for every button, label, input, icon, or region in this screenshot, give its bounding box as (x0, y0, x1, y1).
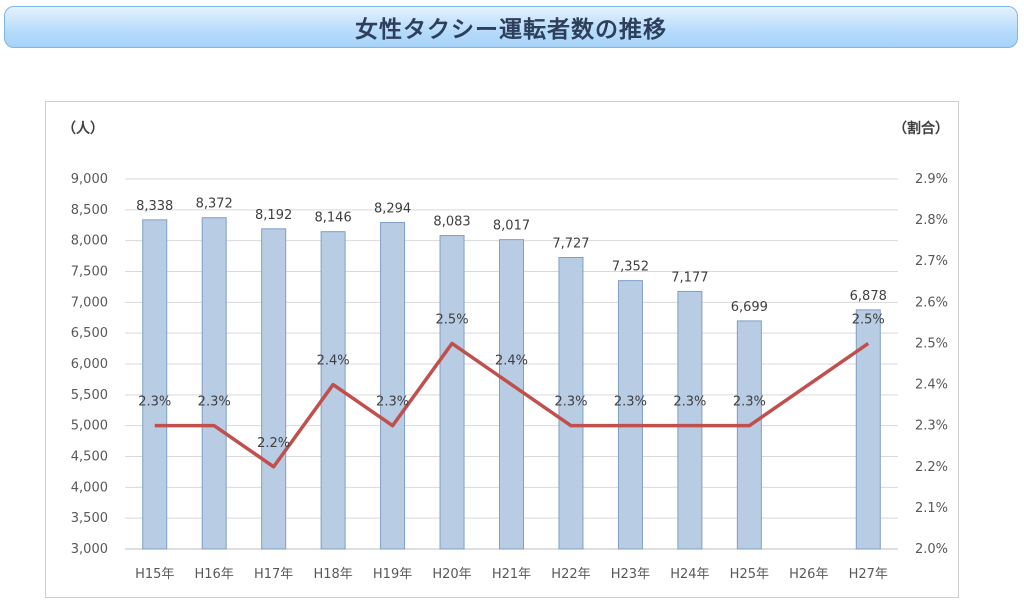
bar (677, 290, 703, 550)
bar (499, 239, 524, 550)
ratio-data-label: 2.3% (376, 395, 409, 410)
x-tick-label: H20年 (432, 567, 471, 582)
y2-tick-label: 2.2% (915, 460, 948, 475)
y-tick-label: 4,000 (71, 480, 108, 495)
y-tick-label: 5,500 (71, 388, 108, 403)
bar-data-label: 6,699 (731, 300, 768, 315)
y-axis-label: （人） (62, 120, 104, 137)
y2-tick-label: 2.7% (915, 254, 948, 269)
x-tick-label: H24年 (670, 567, 709, 582)
ratio-data-label: 2.3% (733, 395, 766, 410)
x-tick-label: H16年 (195, 567, 234, 582)
y2-tick-label: 2.1% (915, 501, 948, 516)
ratio-data-label: 2.4% (317, 354, 350, 369)
x-tick-label: H25年 (730, 567, 769, 582)
ratio-data-label: 2.4% (495, 354, 528, 369)
y-tick-label: 3,500 (71, 511, 108, 526)
y2-tick-label: 2.4% (915, 378, 948, 393)
bar (617, 280, 643, 550)
y2-tick-label: 2.5% (915, 336, 948, 351)
bar-data-label: 8,146 (315, 211, 352, 226)
page-title: 女性タクシー運転者数の推移 (355, 17, 667, 43)
y2-tick-label: 2.9% (915, 172, 948, 187)
bar (261, 228, 287, 550)
y-tick-label: 7,000 (71, 295, 108, 310)
y-tick-label: 6,000 (71, 357, 108, 372)
bar-data-label: 8,083 (433, 215, 470, 230)
ratio-line (154, 341, 870, 469)
bar-data-label: 8,192 (255, 208, 292, 223)
bar-data-label: 7,727 (552, 237, 589, 252)
y-tick-label: 6,500 (71, 326, 108, 341)
bar (855, 309, 881, 550)
y-tick-label: 8,000 (71, 234, 108, 249)
bar-data-label: 6,878 (850, 289, 887, 304)
x-tick-label: H22年 (551, 567, 590, 582)
y-tick-label: 4,500 (71, 450, 108, 465)
bar (142, 219, 168, 550)
y-tick-label: 3,000 (71, 542, 108, 557)
y2-tick-label: 2.3% (915, 419, 948, 434)
title-banner: 女性タクシー運転者数の推移 (4, 6, 1018, 48)
x-tick-label: H18年 (313, 567, 352, 582)
bar-data-label: 7,177 (671, 270, 708, 285)
x-tick-label: H27年 (849, 567, 888, 582)
bar (201, 217, 227, 550)
x-tick-label: H26年 (789, 567, 828, 582)
bar-data-label: 7,352 (612, 260, 649, 275)
x-tick-label: H15年 (135, 567, 174, 582)
y-tick-label: 9,000 (71, 172, 108, 187)
bar-data-label: 8,372 (196, 197, 233, 212)
bar-data-label: 8,294 (374, 202, 411, 217)
bar-data-label: 8,017 (493, 219, 530, 234)
ratio-data-label: 2.2% (257, 436, 290, 451)
ratio-data-label: 2.3% (614, 395, 647, 410)
y-tick-label: 8,500 (71, 203, 108, 218)
y2-tick-label: 2.6% (915, 295, 948, 310)
ratio-data-label: 2.5% (436, 312, 469, 327)
ratio-data-label: 2.3% (673, 395, 706, 410)
bar-data-label: 8,338 (136, 199, 173, 214)
y2-tick-label: 2.8% (915, 213, 948, 228)
x-tick-label: H19年 (373, 567, 412, 582)
y-tick-label: 7,500 (71, 265, 108, 280)
y2-axis-label: （割合） (893, 120, 949, 137)
y2-tick-label: 2.0% (915, 542, 948, 557)
ratio-data-label: 2.3% (198, 395, 231, 410)
bar (736, 320, 762, 550)
ratio-data-label: 2.3% (138, 395, 171, 410)
x-tick-label: H17年 (254, 567, 293, 582)
ratio-data-label: 2.3% (554, 395, 587, 410)
y-tick-label: 5,000 (71, 419, 108, 434)
bar (558, 257, 584, 550)
ratio-data-label: 2.5% (852, 312, 885, 327)
bar (439, 235, 465, 550)
x-tick-label: H23年 (611, 567, 650, 582)
x-tick-label: H21年 (492, 567, 531, 582)
bar (380, 222, 406, 550)
